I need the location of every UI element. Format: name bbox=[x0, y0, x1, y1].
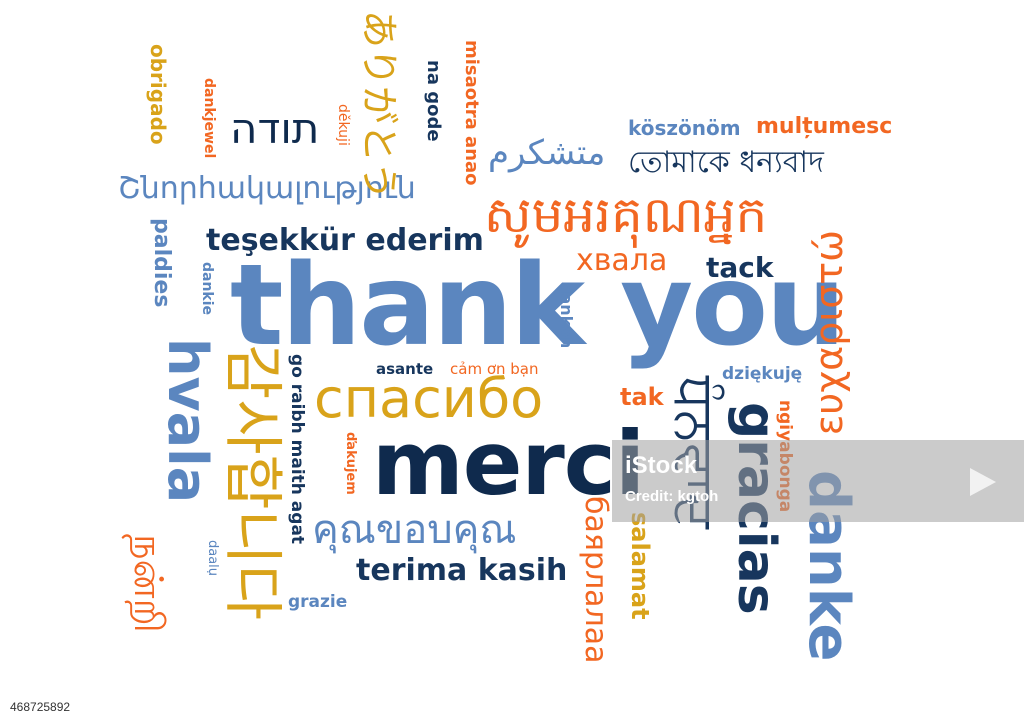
word-obrigado: obrigado bbox=[146, 44, 170, 145]
word-grazie: grazie bbox=[288, 592, 348, 612]
word-japanese: ありがとう bbox=[357, 10, 401, 201]
watermark-band bbox=[612, 440, 1024, 522]
word-thai: คุณขอบคุณ bbox=[312, 507, 517, 553]
watermark-arrow-icon bbox=[970, 468, 996, 496]
word-asante: asante bbox=[376, 360, 434, 378]
word-thank-you: thank you bbox=[230, 241, 846, 371]
word-dakujem: ďakujem bbox=[343, 432, 358, 495]
word-mongolian: баярлалаа bbox=[578, 496, 613, 664]
word-paldies: paldies bbox=[149, 218, 174, 308]
word-go-raibh: go raibh maith agat bbox=[287, 354, 307, 545]
word-salamat: salamat bbox=[626, 512, 654, 620]
word-persian: متشکرم bbox=[488, 133, 606, 173]
word-korean: 감사합니다 bbox=[217, 344, 287, 620]
word-dankon: dankon bbox=[557, 282, 576, 349]
word-koszonom: köszönöm bbox=[628, 116, 741, 140]
word-tamil: நன்றி bbox=[125, 534, 171, 633]
word-cam-on: cảm ơn bạn bbox=[450, 360, 539, 378]
word-dankie: dankie bbox=[199, 262, 215, 316]
word-hvala: hvala bbox=[156, 338, 219, 504]
word-bengali: তোমাকে ধন্যবাদ bbox=[628, 145, 824, 180]
word-hebrew: תודה bbox=[230, 104, 320, 153]
watermark-credit: Credit: kgtoh bbox=[625, 488, 719, 505]
word-na-gode: na gode bbox=[423, 60, 444, 142]
word-tak: tak bbox=[620, 383, 664, 411]
word-dziekuje: dziękuję bbox=[722, 364, 803, 384]
word-greek: ευχαριστώ bbox=[807, 230, 851, 436]
word-dankjewel: dankjewel bbox=[201, 78, 217, 159]
word-deekuji: děkuji bbox=[335, 104, 351, 146]
word-khmer: សូមអរគុណអ្នក bbox=[484, 186, 768, 244]
word-merci: merci bbox=[372, 412, 645, 515]
word-tack: tack bbox=[706, 251, 774, 284]
word-spasibo: спасибо bbox=[314, 367, 544, 430]
word-armenian: Շնորհակալություն bbox=[118, 171, 416, 206]
word-multumesc: mulțumesc bbox=[756, 114, 893, 139]
word-terima: terima kasih bbox=[356, 553, 568, 588]
word-misaotra: misaotra anao bbox=[461, 40, 482, 186]
word-daalu: daalụ bbox=[205, 540, 220, 577]
word-tesekkur: teşekkür ederim bbox=[206, 223, 484, 258]
image-id-label: 468725892 bbox=[6, 698, 75, 716]
word-ukrainian: хвала bbox=[576, 243, 668, 278]
watermark-logo: iStock bbox=[625, 452, 698, 479]
